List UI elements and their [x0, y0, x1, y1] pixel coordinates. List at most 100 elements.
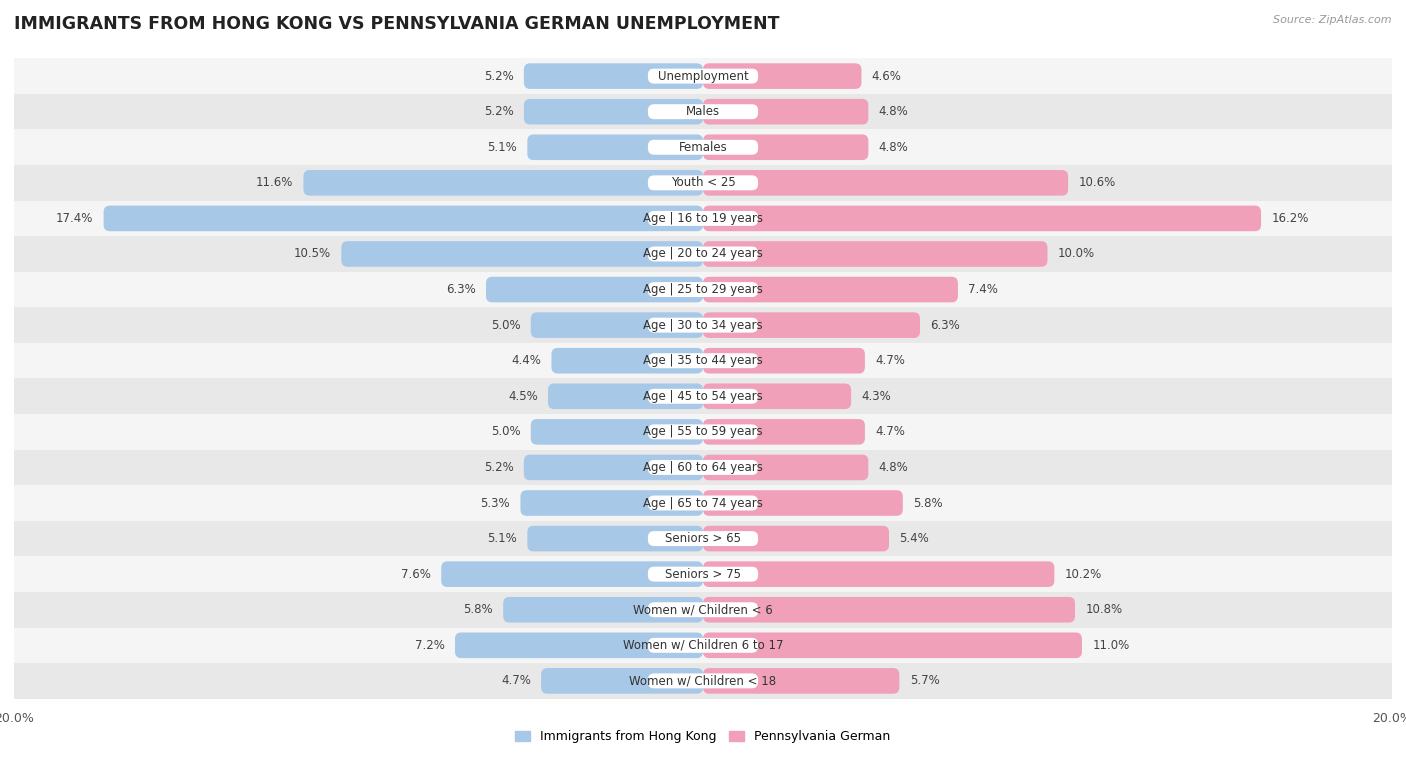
FancyBboxPatch shape — [648, 318, 758, 332]
Text: 5.8%: 5.8% — [463, 603, 494, 616]
Text: 10.8%: 10.8% — [1085, 603, 1122, 616]
Text: 10.6%: 10.6% — [1078, 176, 1116, 189]
Bar — [14, 414, 1392, 450]
Text: 5.3%: 5.3% — [481, 497, 510, 509]
Text: Males: Males — [686, 105, 720, 118]
FancyBboxPatch shape — [703, 419, 865, 444]
Text: 5.1%: 5.1% — [488, 532, 517, 545]
Text: 6.3%: 6.3% — [446, 283, 475, 296]
Bar — [14, 129, 1392, 165]
FancyBboxPatch shape — [648, 531, 758, 546]
Text: 10.2%: 10.2% — [1064, 568, 1102, 581]
FancyBboxPatch shape — [441, 562, 703, 587]
Text: 4.8%: 4.8% — [879, 461, 908, 474]
Text: 4.5%: 4.5% — [508, 390, 537, 403]
Bar — [14, 378, 1392, 414]
FancyBboxPatch shape — [531, 419, 703, 444]
Text: Youth < 25: Youth < 25 — [671, 176, 735, 189]
Bar — [14, 663, 1392, 699]
FancyBboxPatch shape — [703, 668, 900, 693]
FancyBboxPatch shape — [456, 633, 703, 658]
Text: 5.2%: 5.2% — [484, 105, 513, 118]
FancyBboxPatch shape — [541, 668, 703, 693]
Text: 5.4%: 5.4% — [900, 532, 929, 545]
FancyBboxPatch shape — [703, 206, 1261, 231]
Bar — [14, 521, 1392, 556]
Bar — [14, 307, 1392, 343]
Text: 5.2%: 5.2% — [484, 461, 513, 474]
FancyBboxPatch shape — [648, 425, 758, 439]
Bar — [14, 343, 1392, 378]
FancyBboxPatch shape — [703, 277, 957, 302]
Text: Age | 60 to 64 years: Age | 60 to 64 years — [643, 461, 763, 474]
FancyBboxPatch shape — [703, 241, 1047, 266]
Text: 4.7%: 4.7% — [875, 425, 905, 438]
Text: Women w/ Children 6 to 17: Women w/ Children 6 to 17 — [623, 639, 783, 652]
Text: 16.2%: 16.2% — [1271, 212, 1309, 225]
Text: 4.8%: 4.8% — [879, 141, 908, 154]
FancyBboxPatch shape — [342, 241, 703, 266]
FancyBboxPatch shape — [648, 211, 758, 226]
Text: Women w/ Children < 6: Women w/ Children < 6 — [633, 603, 773, 616]
FancyBboxPatch shape — [520, 491, 703, 516]
FancyBboxPatch shape — [703, 64, 862, 89]
Bar — [14, 201, 1392, 236]
Bar — [14, 94, 1392, 129]
FancyBboxPatch shape — [703, 313, 920, 338]
FancyBboxPatch shape — [503, 597, 703, 622]
FancyBboxPatch shape — [703, 348, 865, 373]
Text: Unemployment: Unemployment — [658, 70, 748, 83]
Text: 11.6%: 11.6% — [256, 176, 292, 189]
FancyBboxPatch shape — [703, 633, 1083, 658]
Text: Age | 25 to 29 years: Age | 25 to 29 years — [643, 283, 763, 296]
Legend: Immigrants from Hong Kong, Pennsylvania German: Immigrants from Hong Kong, Pennsylvania … — [516, 731, 890, 743]
Text: Females: Females — [679, 141, 727, 154]
FancyBboxPatch shape — [703, 135, 869, 160]
Text: 5.0%: 5.0% — [491, 319, 520, 332]
Text: 4.7%: 4.7% — [875, 354, 905, 367]
FancyBboxPatch shape — [486, 277, 703, 302]
FancyBboxPatch shape — [648, 69, 758, 83]
Bar — [14, 450, 1392, 485]
FancyBboxPatch shape — [703, 491, 903, 516]
Text: 7.4%: 7.4% — [969, 283, 998, 296]
FancyBboxPatch shape — [104, 206, 703, 231]
Text: 5.0%: 5.0% — [491, 425, 520, 438]
FancyBboxPatch shape — [703, 170, 1069, 195]
Text: 5.2%: 5.2% — [484, 70, 513, 83]
Text: Age | 30 to 34 years: Age | 30 to 34 years — [643, 319, 763, 332]
Text: 10.0%: 10.0% — [1057, 248, 1095, 260]
FancyBboxPatch shape — [648, 567, 758, 581]
Bar — [14, 592, 1392, 628]
FancyBboxPatch shape — [524, 455, 703, 480]
Bar — [14, 485, 1392, 521]
Text: Age | 35 to 44 years: Age | 35 to 44 years — [643, 354, 763, 367]
FancyBboxPatch shape — [648, 389, 758, 403]
FancyBboxPatch shape — [648, 638, 758, 653]
Text: Age | 65 to 74 years: Age | 65 to 74 years — [643, 497, 763, 509]
FancyBboxPatch shape — [527, 526, 703, 551]
FancyBboxPatch shape — [648, 140, 758, 154]
Bar — [14, 628, 1392, 663]
FancyBboxPatch shape — [527, 135, 703, 160]
Text: 4.8%: 4.8% — [879, 105, 908, 118]
Text: IMMIGRANTS FROM HONG KONG VS PENNSYLVANIA GERMAN UNEMPLOYMENT: IMMIGRANTS FROM HONG KONG VS PENNSYLVANI… — [14, 15, 779, 33]
Text: Age | 20 to 24 years: Age | 20 to 24 years — [643, 248, 763, 260]
FancyBboxPatch shape — [524, 99, 703, 124]
Text: 5.7%: 5.7% — [910, 674, 939, 687]
FancyBboxPatch shape — [703, 99, 869, 124]
Text: 10.5%: 10.5% — [294, 248, 330, 260]
Text: Age | 16 to 19 years: Age | 16 to 19 years — [643, 212, 763, 225]
FancyBboxPatch shape — [524, 64, 703, 89]
Bar — [14, 236, 1392, 272]
Bar — [14, 556, 1392, 592]
Text: Seniors > 65: Seniors > 65 — [665, 532, 741, 545]
FancyBboxPatch shape — [648, 460, 758, 475]
FancyBboxPatch shape — [648, 247, 758, 261]
Bar — [14, 58, 1392, 94]
FancyBboxPatch shape — [648, 354, 758, 368]
Text: Source: ZipAtlas.com: Source: ZipAtlas.com — [1274, 15, 1392, 25]
FancyBboxPatch shape — [648, 104, 758, 119]
FancyBboxPatch shape — [703, 562, 1054, 587]
Text: 4.3%: 4.3% — [862, 390, 891, 403]
